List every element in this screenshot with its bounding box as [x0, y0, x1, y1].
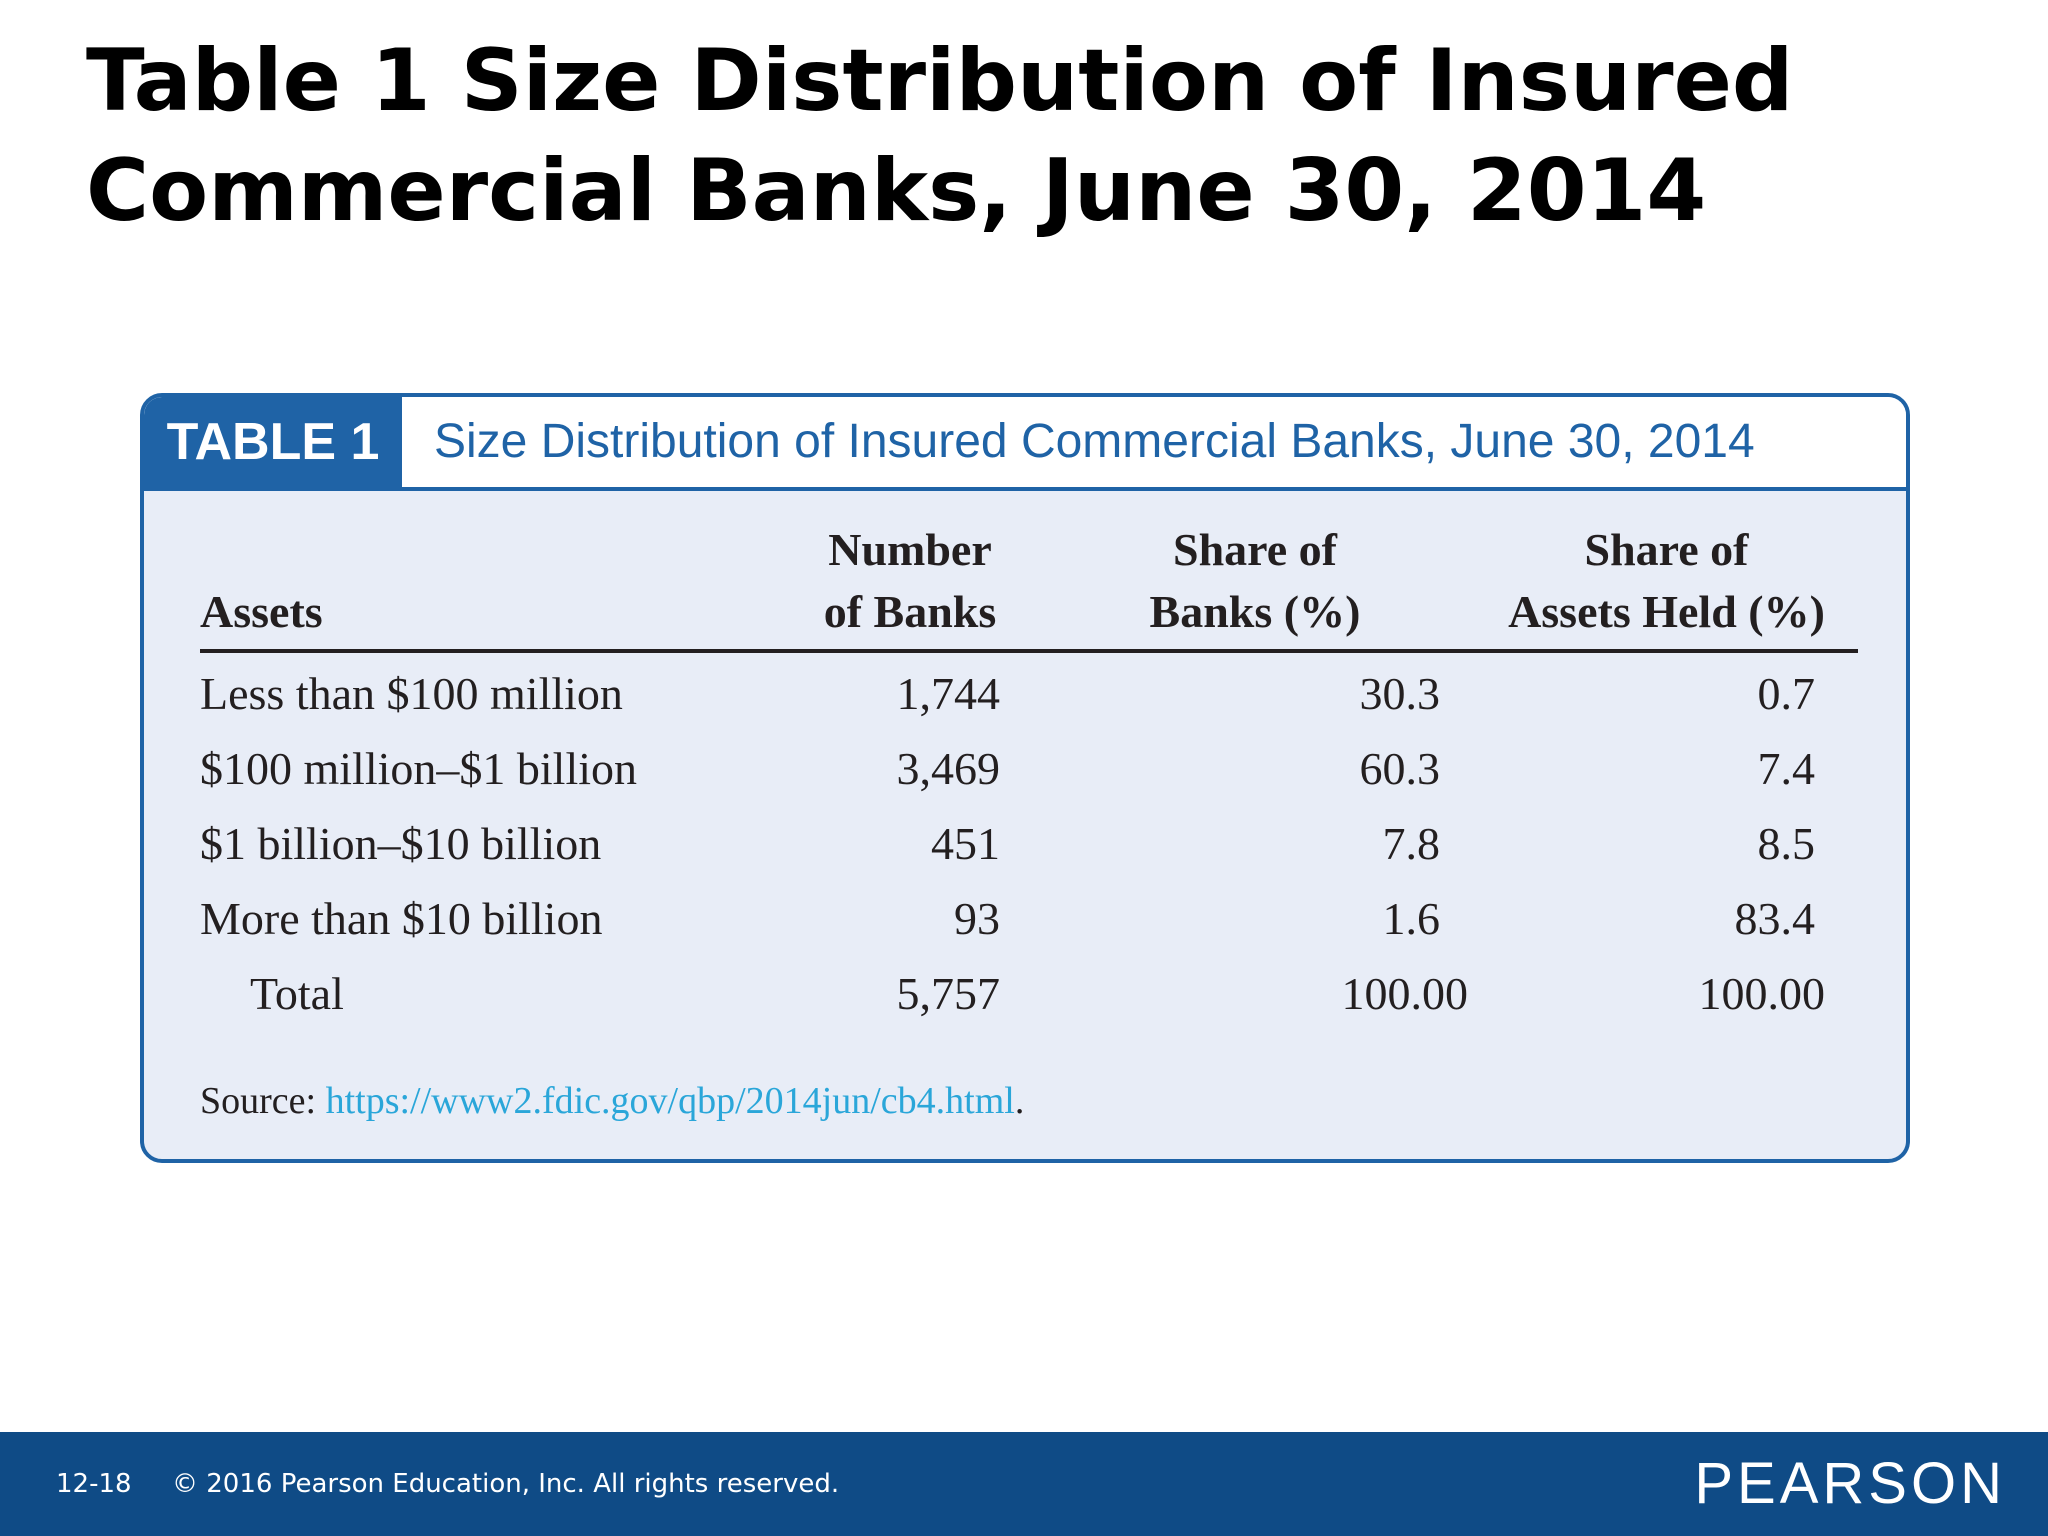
table-tag: TABLE 1	[144, 397, 402, 487]
table-panel: TABLE 1 Size Distribution of Insured Com…	[140, 393, 1910, 1163]
slide-number: 12-18	[56, 1469, 132, 1499]
source-period: .	[1014, 1080, 1025, 1122]
table-total-row: Total 5,757 100.00 100.00	[200, 956, 1858, 1031]
cell-assets: $100 million–$1 billion	[200, 743, 638, 794]
cell-number: 5,757	[896, 968, 1001, 1019]
cell-share: 1.6	[1382, 893, 1441, 944]
cell-assets: $1 billion–$10 billion	[200, 818, 602, 869]
cell-number: 451	[931, 818, 1000, 869]
cell-share: 60.3	[1359, 743, 1441, 794]
cell-held: 100.00	[1698, 968, 1826, 1019]
footer-bar: 12-18 © 2016 Pearson Education, Inc. All…	[0, 1432, 2048, 1536]
copyright-notice: © 2016 Pearson Education, Inc. All right…	[172, 1469, 840, 1499]
cell-assets: More than $10 billion	[200, 893, 603, 944]
header-share-of-banks: Share of Banks (%)	[1149, 524, 1361, 637]
cell-number: 93	[954, 893, 1000, 944]
cell-held: 0.7	[1757, 668, 1816, 719]
cell-number: 3,469	[896, 743, 1001, 794]
cell-assets: Total	[250, 968, 344, 1019]
table-caption: Size Distribution of Insured Commercial …	[434, 415, 1755, 468]
table-row: $1 billion–$10 billion 451 7.8 8.5	[200, 806, 1858, 881]
cell-held: 7.4	[1757, 743, 1816, 794]
cell-held: 83.4	[1734, 893, 1816, 944]
cell-number: 1,744	[896, 668, 1001, 719]
cell-share: 100.00	[1341, 968, 1469, 1019]
header-assets: Assets	[200, 586, 323, 637]
table-row: Less than $100 million 1,744 30.3 0.7	[200, 656, 1858, 731]
cell-share: 30.3	[1359, 668, 1441, 719]
data-table: Assets Number of Banks Share of Banks (%…	[200, 517, 1858, 1031]
cell-assets: Less than $100 million	[200, 668, 623, 719]
header-number-of-banks: Number of Banks	[823, 524, 997, 637]
cell-share: 7.8	[1382, 818, 1441, 869]
header-share-of-assets-held: Share of Assets Held (%)	[1508, 524, 1825, 637]
table-column-headers: Assets Number of Banks Share of Banks (%…	[200, 517, 1858, 653]
source-link[interactable]: https://www2.fdic.gov/qbp/2014jun/cb4.ht…	[325, 1080, 1015, 1122]
table-row: More than $10 billion 93 1.6 83.4	[200, 881, 1858, 956]
cell-held: 8.5	[1757, 818, 1816, 869]
slide-title: Table 1 Size Distribution of Insured Com…	[86, 31, 1794, 241]
table-header-bar: TABLE 1 Size Distribution of Insured Com…	[144, 397, 1906, 491]
pearson-logo: PEARSON	[1694, 1451, 2006, 1516]
table-row: $100 million–$1 billion 3,469 60.3 7.4	[200, 731, 1858, 806]
source-label: Source:	[200, 1080, 326, 1122]
table-source: Source: https://www2.fdic.gov/qbp/2014ju…	[200, 1079, 1024, 1123]
